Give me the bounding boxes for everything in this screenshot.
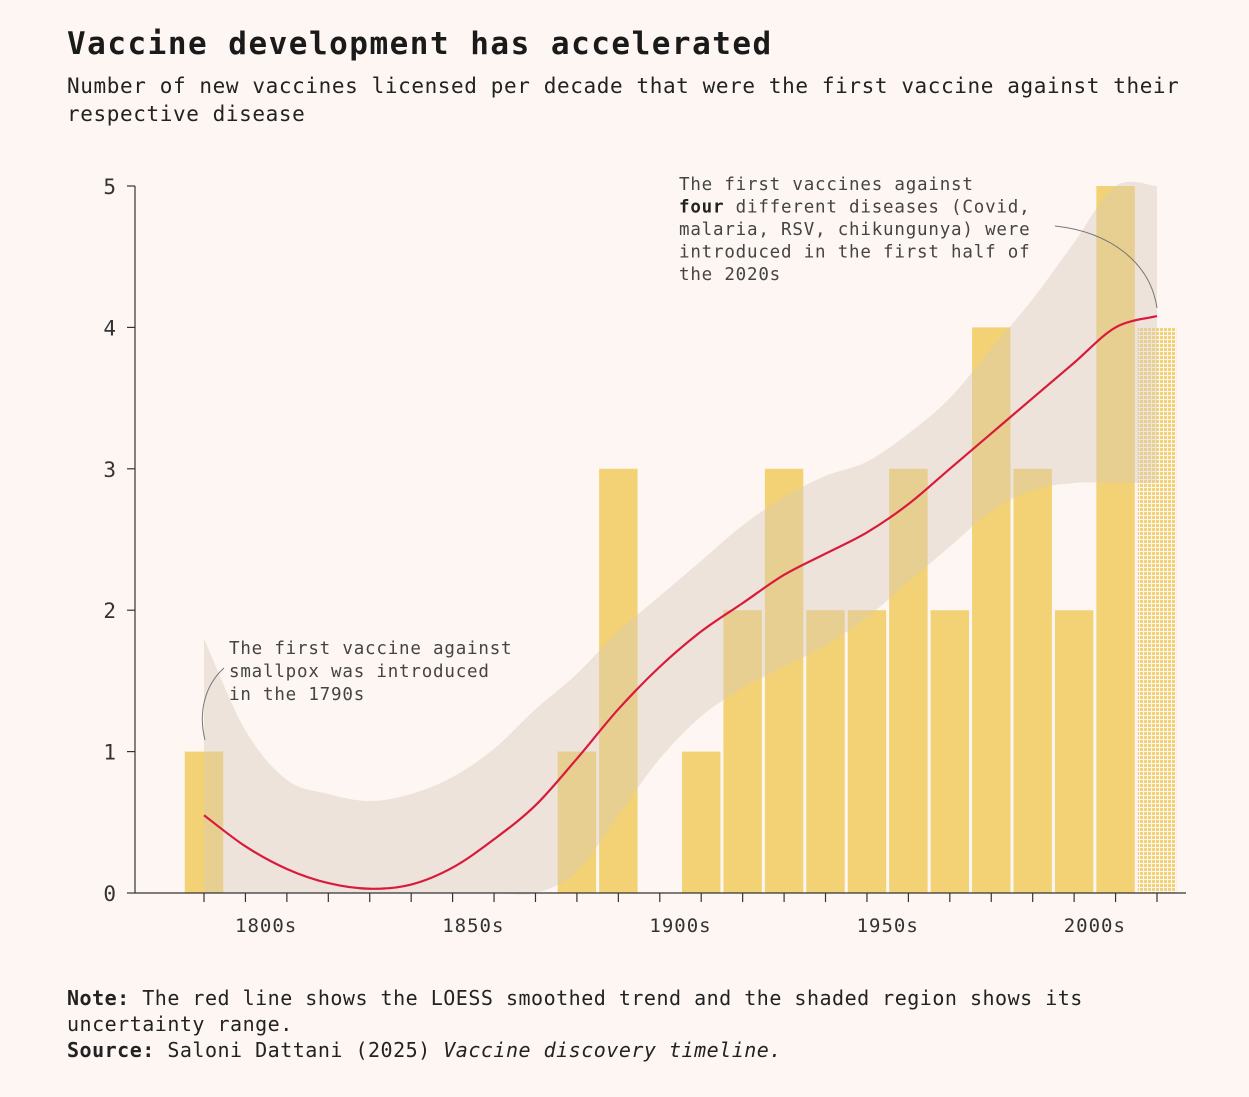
- recent-annotation-line-4: introduced in the first half of: [679, 243, 1030, 263]
- y-tick-label-5: 5: [103, 175, 116, 199]
- chart-title: Vaccine development has accelerated: [67, 26, 773, 62]
- recent-annotation-line-1: The first vaccines against: [679, 175, 974, 195]
- recent-annotation-line-3: malaria, RSV, chikungunya) were: [679, 220, 1030, 240]
- note-text: The red line shows the LOESS smoothed tr…: [67, 986, 1083, 1036]
- recent-annotation-line-5: the 2020s: [679, 265, 781, 285]
- recent-annotation-line-2: four different diseases (Covid,: [679, 198, 1030, 218]
- source-title: Vaccine discovery timeline.: [443, 1038, 782, 1062]
- note-line: Note: The red line shows the LOESS smoot…: [67, 985, 1207, 1037]
- bar-1990s: [1013, 468, 1052, 893]
- bar-1920s: [723, 610, 762, 893]
- x-tick-label-2000s: 2000s: [1064, 915, 1126, 937]
- x-tick-label-1800s: 1800s: [235, 915, 297, 937]
- bar-1790s: [184, 751, 224, 893]
- recent-annotation-rest: different diseases (Covid,: [724, 198, 1030, 218]
- y-tick-label-4: 4: [103, 316, 116, 340]
- smallpox-annotation-connector: [201, 667, 225, 741]
- vaccine-bar-chart: 0 1 2 3 4 5 1800s 1850s 1900s 1950s 2000s The firs…: [103, 175, 1186, 937]
- bar-1970s: [930, 610, 970, 893]
- bar-1950s: [847, 610, 887, 893]
- chart-footer: Note: The red line shows the LOESS smoot…: [67, 985, 1207, 1063]
- smallpox-annotation-line-1: The first vaccine against: [229, 639, 512, 659]
- y-tick-label-1: 1: [103, 741, 116, 765]
- bar-1940s: [806, 610, 845, 893]
- bar-2010s: [1096, 186, 1135, 893]
- y-tick-label-0: 0: [103, 882, 116, 906]
- uncertainty-band: [204, 181, 1157, 895]
- smallpox-annotation-line-2: smallpox was introduced: [229, 662, 490, 682]
- recent-annotation-bold: four: [679, 198, 724, 218]
- source-line: Source: Saloni Dattani (2025) Vaccine di…: [67, 1037, 1207, 1063]
- loess-trend-line: [203, 315, 1158, 890]
- chart-subtitle: Number of new vaccines licensed per deca…: [67, 74, 1180, 126]
- recent-annotation-connector: [1054, 225, 1158, 309]
- bar-2020s-partial: [1137, 327, 1177, 893]
- x-tick-label-1900s: 1900s: [649, 915, 711, 937]
- bar-2000s: [1054, 610, 1094, 893]
- x-tick-label-1850s: 1850s: [442, 915, 504, 937]
- y-tick-label-3: 3: [103, 458, 116, 482]
- y-tick-label-2: 2: [103, 599, 116, 623]
- smallpox-annotation-line-3: in the 1790s: [229, 685, 365, 705]
- source-text: Saloni Dattani (2025): [167, 1038, 431, 1062]
- note-label: Note:: [67, 986, 130, 1010]
- bar-1930s: [764, 468, 804, 893]
- bar-1960s: [889, 468, 928, 893]
- bar-1890s: [599, 468, 638, 893]
- bar-1910s: [682, 751, 721, 893]
- source-label: Source:: [67, 1038, 155, 1062]
- x-tick-label-1950s: 1950s: [857, 915, 919, 937]
